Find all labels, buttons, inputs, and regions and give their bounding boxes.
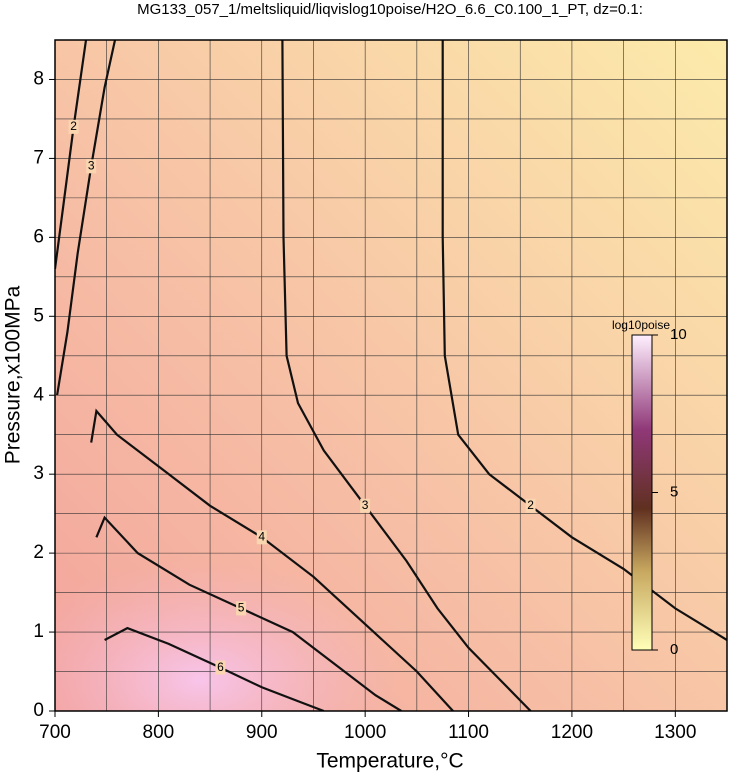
contour-label-bg [360, 498, 371, 513]
contour-label: 5 [238, 601, 245, 615]
colorbar-tick-label: 5 [670, 483, 678, 500]
colorbar-tick-label: 10 [670, 326, 687, 343]
y-tick-label: 7 [33, 147, 44, 168]
contour-label: 3 [362, 498, 369, 512]
contour-line [90, 408, 454, 711]
x-tick-label: 700 [39, 722, 71, 743]
x-tick-label: 900 [246, 722, 278, 743]
x-tick-label: 1200 [551, 722, 593, 743]
plot-frame [54, 39, 728, 712]
x-tick-label: 1100 [448, 722, 489, 743]
colorbar [631, 334, 653, 651]
x-tick-label: 1300 [654, 722, 696, 743]
contour-label-bg [236, 601, 247, 616]
contour-label: 4 [258, 530, 265, 544]
y-axis-label: Pressure,x100MPa [2, 285, 25, 464]
colorbar-label: log10poise [612, 318, 670, 332]
contour-label-bg [68, 119, 79, 134]
x-tick-label: 800 [143, 722, 175, 743]
colorbar-tick-label: 0 [670, 641, 678, 658]
y-tick-label: 0 [33, 700, 44, 721]
y-tick-label: 3 [33, 463, 44, 484]
contour-label: 2 [527, 498, 534, 512]
contour-label: 6 [217, 660, 224, 674]
x-tick-label: 1000 [344, 722, 386, 743]
x-axis-label: Temperature,°C [316, 750, 463, 773]
y-tick-label: 1 [33, 621, 44, 642]
contour-label-bg [86, 159, 97, 174]
contour-label-bg [256, 530, 267, 545]
contour-label: 3 [88, 158, 95, 172]
y-tick-label: 2 [33, 542, 44, 563]
contour-label-bg [525, 498, 536, 513]
contour-line [56, 40, 117, 396]
y-tick-label: 6 [33, 226, 44, 247]
y-tick-label: 5 [33, 305, 44, 326]
chart-title: MG133_057_1/meltsliquid/liqvislog10poise… [137, 1, 643, 18]
y-tick-label: 4 [33, 384, 44, 405]
contour-label-bg [215, 660, 226, 675]
contour-line [55, 40, 88, 270]
y-tick-label: 8 [33, 68, 44, 89]
contour-label: 2 [70, 119, 77, 133]
